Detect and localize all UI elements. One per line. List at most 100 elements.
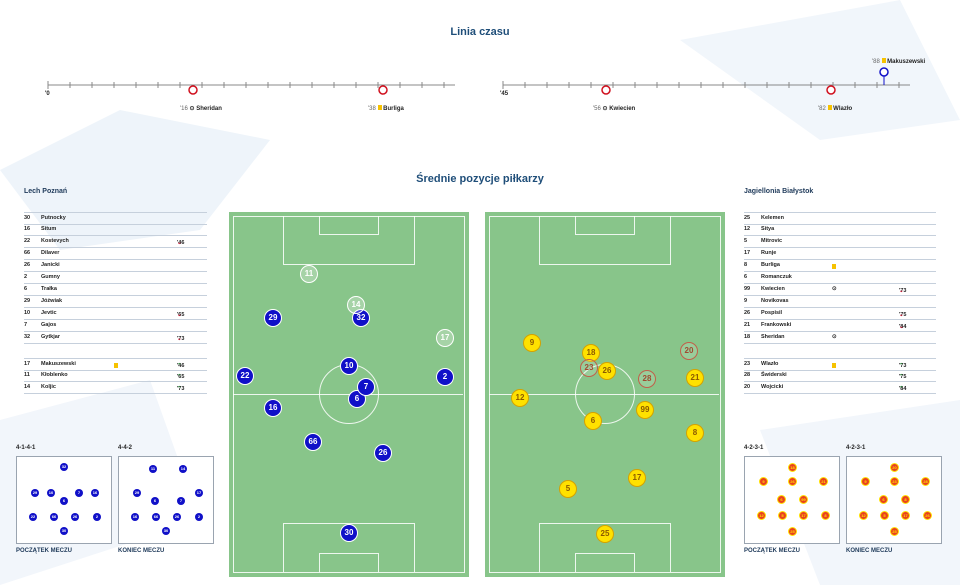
sub-in-icon: ⌃ — [177, 386, 182, 392]
formation-player-dot: 9 — [759, 477, 768, 486]
formation-player-dot: 2 — [195, 513, 203, 521]
roster-row: 2 Gumny — [24, 272, 207, 284]
sub-in-icon: ⌃ — [177, 374, 182, 380]
positions-heading: Średnie pozycje piłkarzy — [416, 173, 544, 185]
formation-player-dot: 5 — [880, 511, 889, 520]
roster-row: 7 Gajos — [24, 320, 207, 332]
sub-player-marker: 11 — [300, 265, 318, 283]
event-pin-kwiecien — [601, 85, 611, 95]
home-formation-start-label: 4-1-4-1 — [16, 445, 36, 451]
away-formation-end-diagram: 20 9 23 28 6 8 12 5 17 26 25 — [846, 456, 942, 544]
formation-player-dot: 18 — [788, 463, 797, 472]
home-team-name: Lech Poznań — [24, 188, 68, 195]
formation-player-dot: 16 — [131, 513, 139, 521]
roster-row: 30 Putnocky — [24, 212, 207, 225]
roster-row: 29 Jóźwiak — [24, 296, 207, 308]
formation-player-dot: 66 — [50, 513, 58, 521]
sub-in-icon: ⌃ — [177, 363, 182, 369]
formation-player-dot: 30 — [162, 527, 170, 535]
formation-player-dot: 7 — [75, 489, 83, 497]
player-marker: 99 — [636, 401, 654, 419]
event-wlazlo: '82 Wlazło — [818, 105, 853, 112]
formation-player-dot: 10 — [47, 489, 55, 497]
formation-player-dot: 28 — [921, 477, 930, 486]
formation-player-dot: 8 — [821, 511, 830, 520]
timeline-heading: Linia czasu — [450, 26, 510, 38]
player-marker: 21 — [686, 369, 704, 387]
roster-row: 5 Mitrovic — [744, 236, 936, 248]
roster-row: 14 Koljic '73 ⌃ — [24, 382, 207, 394]
event-pin-makuszewski — [879, 67, 889, 85]
home-formation-end-label: 4-4-2 — [118, 445, 133, 451]
roster-row: 22 Kostevych '46 ⌄ — [24, 236, 207, 248]
formation-player-dot: 25 — [788, 527, 797, 536]
away-formation-start-caption: POCZĄTEK MECZU — [744, 548, 800, 554]
roster-row: 28 Świderski '75 ⌃ — [744, 370, 936, 382]
first-half-axis — [47, 81, 455, 89]
sub-player-marker: 14 — [347, 296, 365, 314]
player-marker: 30 — [340, 524, 358, 542]
away-formation-end-label: 4-2-3-1 — [846, 445, 866, 451]
yellow-card-icon — [114, 363, 118, 368]
sub-player-marker: 23 — [580, 359, 598, 377]
formation-player-dot: 29 — [31, 489, 39, 497]
home-formation-end-diagram: 11 14 29 6 7 17 16 66 26 2 30 — [118, 456, 214, 544]
formation-player-dot: 6 — [151, 497, 159, 505]
roster-row: 6 Romanczuk — [744, 272, 936, 284]
formation-player-dot: 9 — [861, 477, 870, 486]
roster-row: 32 Gytkjar '73 ⌄ — [24, 332, 207, 344]
sub-out-icon: ⌄ — [177, 240, 182, 246]
formation-player-dot: 12 — [757, 511, 766, 520]
sub-in-icon: ⌃ — [899, 374, 904, 380]
formation-player-dot: 66 — [152, 513, 160, 521]
ball-icon: ⊙ — [832, 286, 837, 292]
formation-player-dot: 25 — [890, 527, 899, 536]
formation-player-dot: 12 — [859, 511, 868, 520]
player-marker: 8 — [686, 424, 704, 442]
roster-row: 18 Sheridan ⊙ — [744, 332, 936, 344]
player-marker: 16 — [264, 399, 282, 417]
roster-row: 66 Dilaver — [24, 248, 207, 260]
roster-row: 12 Sitya — [744, 224, 936, 236]
roster-row: 25 Kelemen — [744, 212, 936, 225]
event-pin-sheridan — [188, 85, 198, 95]
sub-out-icon: ⌄ — [177, 312, 182, 318]
event-pin-burliga — [378, 85, 388, 95]
yellow-card-icon — [827, 105, 832, 110]
event-burliga: '38 Burliga — [368, 105, 404, 112]
roster-row: 20 Wojcicki '84 ⌃ — [744, 382, 936, 394]
formation-player-dot: 20 — [890, 463, 899, 472]
ball-icon: ⊙ — [602, 106, 608, 112]
formation-player-dot: 21 — [819, 477, 828, 486]
formation-player-dot: 6 — [879, 495, 888, 504]
sub-player-marker: 20 — [680, 342, 698, 360]
player-marker: 26 — [374, 444, 392, 462]
sub-out-icon: ⌄ — [177, 336, 182, 342]
player-marker: 10 — [340, 357, 358, 375]
event-makuszewski: '88 Makuszewski — [872, 58, 926, 65]
roster-row: 26 Janicki — [24, 260, 207, 272]
formation-player-dot: 11 — [149, 465, 157, 473]
sub-out-icon: ⌄ — [899, 312, 904, 318]
formation-player-dot: 17 — [195, 489, 203, 497]
player-marker: 5 — [559, 480, 577, 498]
roster-row: 17 Makuszewski '46 ⌃ — [24, 358, 207, 371]
player-marker: 25 — [596, 525, 614, 543]
home-formation-start-diagram: 32 29 10 7 16 6 22 66 26 2 30 — [16, 456, 112, 544]
formation-player-dot: 23 — [890, 477, 899, 486]
formation-player-dot: 29 — [133, 489, 141, 497]
home-formation-start-caption: POCZĄTEK MECZU — [16, 548, 72, 554]
timeline-second-start-label: '45 — [500, 91, 509, 97]
roster-row: 9 Novikovas — [744, 296, 936, 308]
formation-player-dot: 7 — [177, 497, 185, 505]
event-sheridan: '16 ⊙ Sheridan — [180, 106, 222, 112]
roster-row: 21 Frankowski '84 ⌄ — [744, 320, 936, 332]
formation-player-dot: 22 — [29, 513, 37, 521]
event-kwiecien: '56 ⊙ Kwiecien — [593, 106, 636, 112]
sub-in-icon: ⌃ — [899, 386, 904, 392]
roster-row: 11 Kłoblenko '65 ⌃ — [24, 370, 207, 382]
formation-player-dot: 26 — [788, 477, 797, 486]
roster-row: 17 Runje — [744, 248, 936, 260]
formation-player-dot: 6 — [777, 495, 786, 504]
home-formation-end-caption: KONIEC MECZU — [118, 548, 165, 554]
